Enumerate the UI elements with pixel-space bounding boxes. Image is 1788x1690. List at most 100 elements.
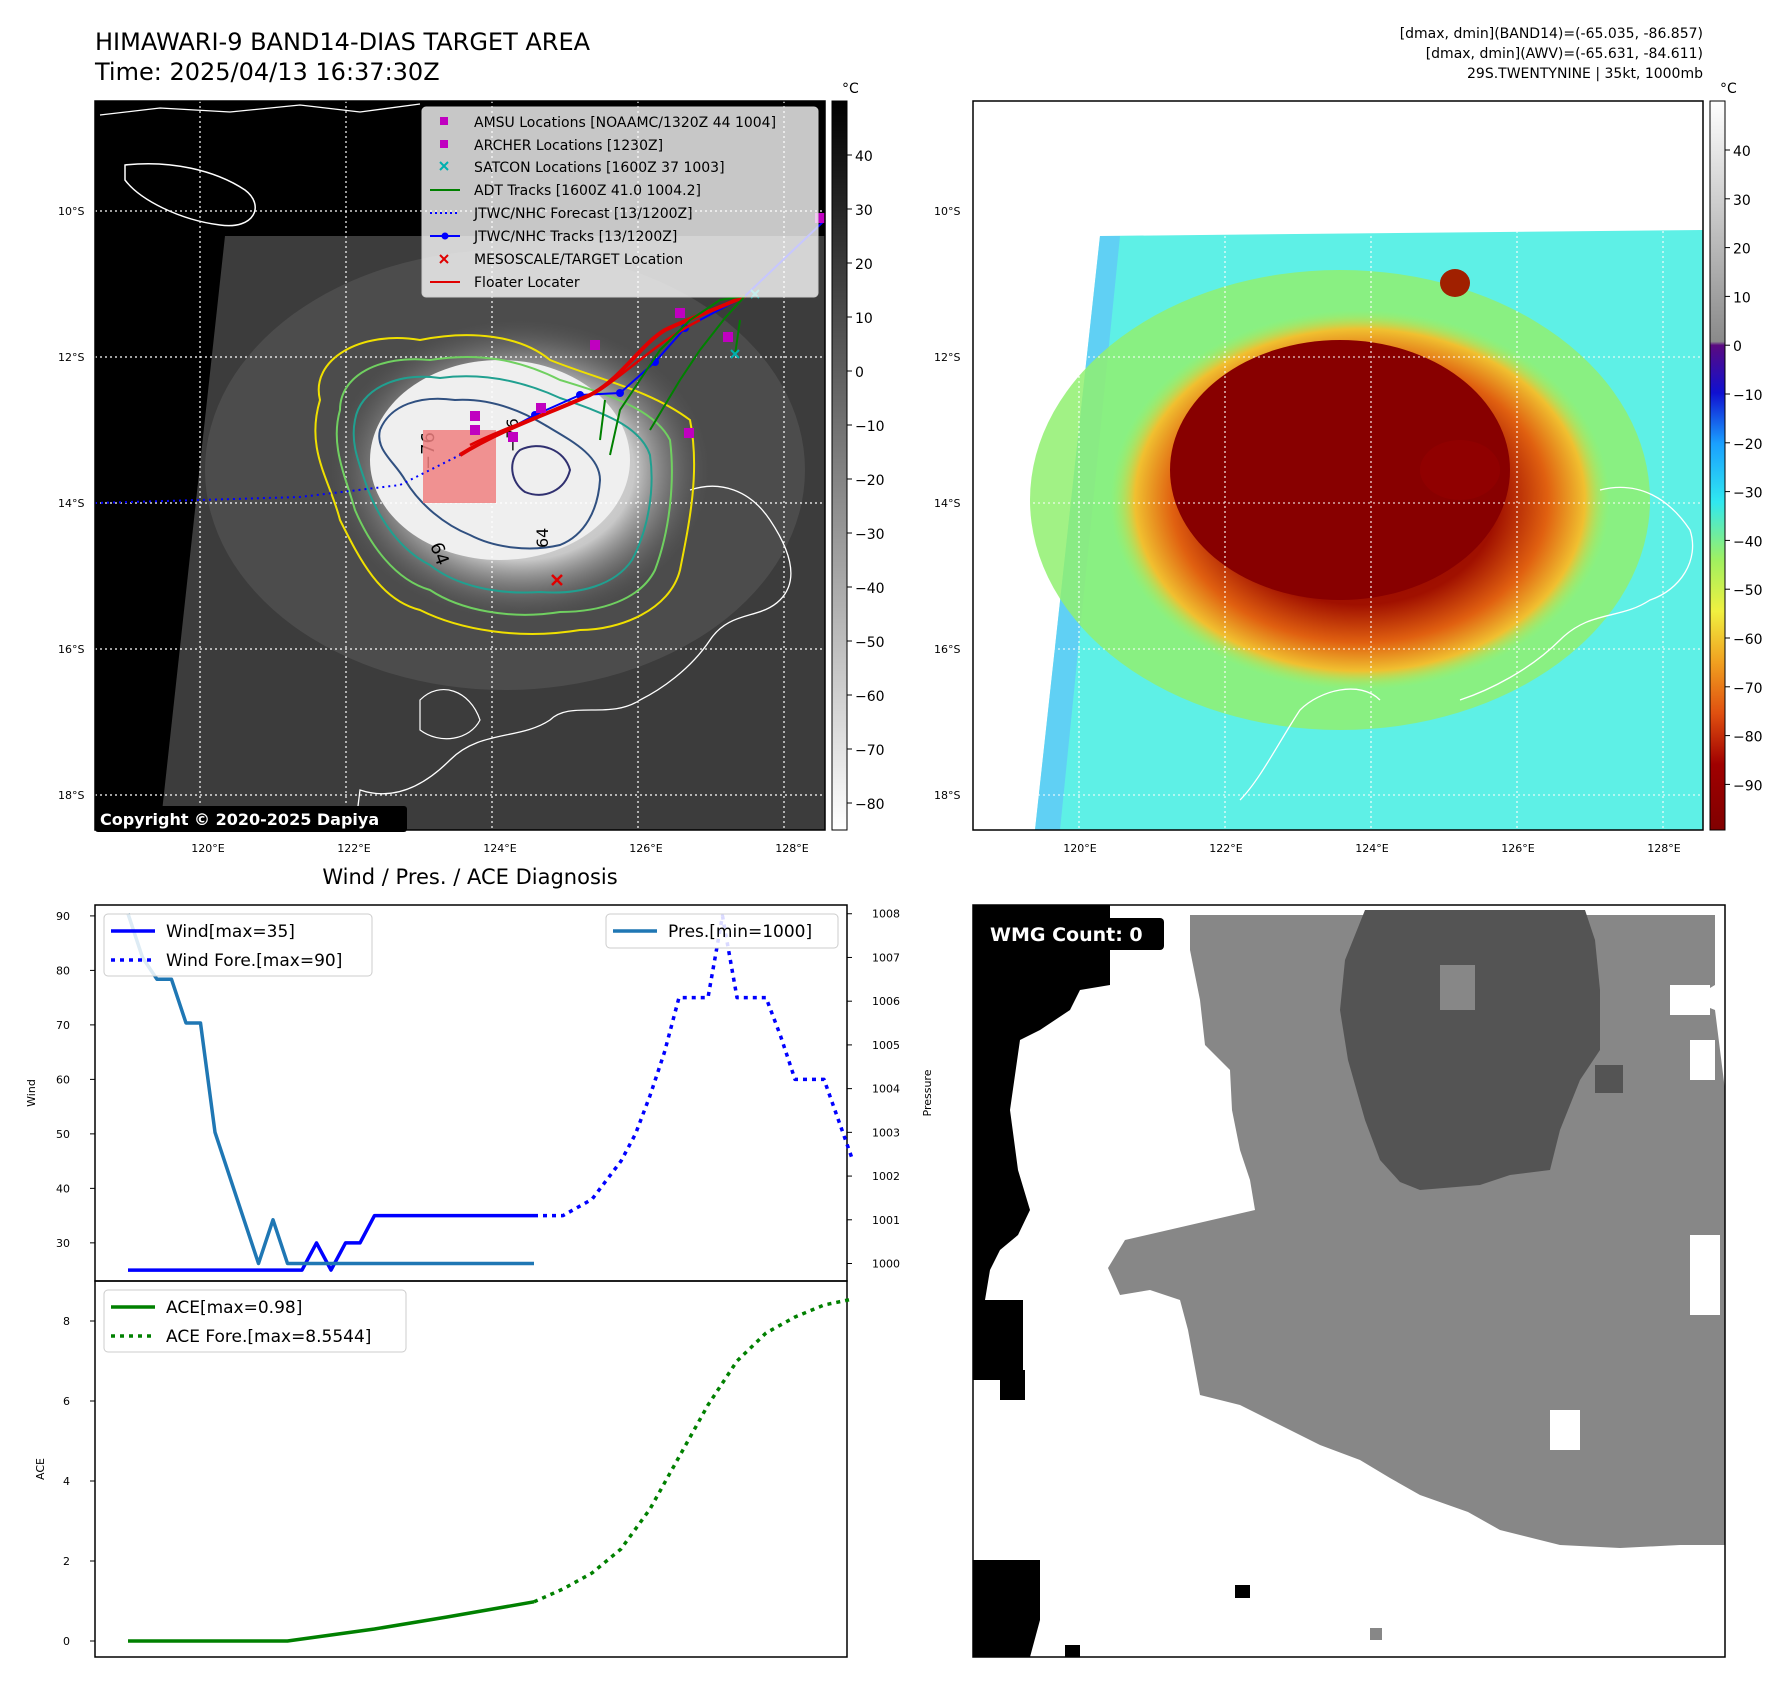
colorbar-tick: 10 bbox=[1733, 290, 1751, 306]
legend-marker bbox=[439, 254, 449, 264]
lat-tick: 14°S bbox=[934, 497, 960, 510]
legend-label: Floater Locater bbox=[474, 275, 580, 291]
ace-legend: ACE[max=0.98] ACE Fore.[max=8.5544] bbox=[103, 1289, 407, 1353]
lon-tick: 124°E bbox=[1355, 842, 1388, 855]
colorbar-unit: °C bbox=[1720, 81, 1737, 97]
tr-colorbar: °C 40 30 20 10 0 −10 −20 −30 −40 −50 −60 −70 −80 −90 bbox=[1709, 81, 1763, 831]
colorbar-tick: −30 bbox=[1733, 486, 1763, 502]
lon-tick: 120°E bbox=[1063, 842, 1096, 855]
colorbar-tick: 30 bbox=[855, 203, 873, 219]
bl-title: Wind / Pres. / ACE Diagnosis bbox=[322, 865, 617, 889]
y-tick-label: 0 bbox=[63, 1635, 70, 1648]
legend-label: Wind Fore.[max=90] bbox=[166, 951, 342, 971]
colorbar-tick: −80 bbox=[1733, 730, 1763, 746]
y-tick-label: 1007 bbox=[872, 951, 900, 964]
legend-label: ADT Tracks [1600Z 41.0 1004.2] bbox=[474, 183, 701, 199]
colorbar-tick: −10 bbox=[1733, 388, 1763, 404]
colorbar-tick: −20 bbox=[855, 473, 885, 489]
wind-y-ticks: 30 40 50 60 70 80 90 bbox=[56, 910, 95, 1250]
pressure-legend: Pres.[min=1000] bbox=[605, 913, 839, 949]
wmg-count-label: WMG Count: 0 bbox=[990, 924, 1143, 946]
tl-legend: AMSU Locations [NOAAMC/1320Z 44 1004] AR… bbox=[421, 106, 819, 298]
wmg-count-badge bbox=[982, 918, 1164, 950]
colorbar-tick: 30 bbox=[1733, 193, 1751, 209]
lon-tick: 120°E bbox=[191, 842, 224, 855]
legend-label: SATCON Locations [1600Z 37 1003] bbox=[474, 160, 725, 176]
y-tick-label: 1001 bbox=[872, 1214, 900, 1227]
y-tick-label: 1005 bbox=[872, 1039, 900, 1052]
series-line-ace bbox=[128, 1600, 535, 1643]
colorbar-tick: 0 bbox=[855, 365, 864, 381]
series-line-pressure bbox=[126, 913, 534, 1266]
legend-label: JTWC/NHC Tracks [13/1200Z] bbox=[473, 229, 677, 245]
legend-marker bbox=[440, 140, 448, 148]
y-tick-label: 1000 bbox=[872, 1258, 900, 1271]
y-tick-label: 70 bbox=[56, 1019, 70, 1032]
colorbar-tick: 10 bbox=[855, 311, 873, 327]
colorbar-tick: −50 bbox=[1733, 583, 1763, 599]
colorbar-tick: −70 bbox=[1733, 681, 1763, 697]
ace-ylabel: ACE bbox=[34, 1458, 47, 1480]
colorbar-tick: −80 bbox=[855, 797, 885, 813]
colorbar-tick: −50 bbox=[855, 635, 885, 651]
jtwc-forecast-track bbox=[94, 454, 461, 504]
series-line-wind bbox=[128, 1213, 534, 1272]
y-tick-label: 1002 bbox=[872, 1170, 900, 1183]
lon-tick: 126°E bbox=[629, 842, 662, 855]
colorbar-tick: 0 bbox=[1733, 339, 1742, 355]
colorbar-tick: −30 bbox=[855, 527, 885, 543]
y-tick-label: 2 bbox=[63, 1555, 70, 1568]
colorbar-unit: °C bbox=[842, 81, 859, 97]
mesoscale-target-marker bbox=[551, 574, 563, 586]
lon-tick: 122°E bbox=[1209, 842, 1242, 855]
wind-legend: Wind[max=35] Wind Fore.[max=90] bbox=[103, 913, 373, 977]
adt-track bbox=[599, 295, 746, 456]
pressure-ylabel: Pressure bbox=[921, 1069, 934, 1116]
copyright-badge bbox=[95, 806, 407, 832]
tr-header-line2: [dmax, dmin](AWV)=(-65.631, -84.611) bbox=[1426, 46, 1703, 62]
colorbar-tick: 40 bbox=[1733, 144, 1751, 160]
y-tick-label: 1008 bbox=[872, 908, 900, 921]
copyright-text: Copyright © 2020-2025 Dapiya bbox=[100, 810, 379, 829]
colorbar-tick: −70 bbox=[855, 743, 885, 759]
y-tick-label: 30 bbox=[56, 1237, 70, 1250]
colorbar-tick: −10 bbox=[855, 419, 885, 435]
wind-ylabel: Wind bbox=[25, 1079, 38, 1107]
y-tick-label: 1004 bbox=[872, 1083, 900, 1096]
tl-title-line2: Time: 2025/04/13 16:37:30Z bbox=[94, 58, 440, 86]
tr-header-line1: [dmax, dmin](BAND14)=(-65.035, -86.857) bbox=[1400, 26, 1703, 42]
legend-label: AMSU Locations [NOAAMC/1320Z 44 1004] bbox=[474, 115, 776, 131]
tr-lat-ticks: 10°S 12°S 14°S 16°S 18°S bbox=[934, 205, 960, 802]
legend-label: ACE[max=0.98] bbox=[166, 1298, 302, 1318]
y-tick-label: 6 bbox=[63, 1395, 70, 1408]
lat-tick: 12°S bbox=[934, 351, 960, 364]
amsu-archer-markers bbox=[470, 213, 825, 442]
y-tick-label: 4 bbox=[63, 1475, 70, 1488]
lat-tick: 18°S bbox=[934, 789, 960, 802]
tr-lon-ticks: 120°E 122°E 124°E 126°E 128°E bbox=[1063, 842, 1680, 855]
legend-label: ARCHER Locations [1230Z] bbox=[474, 138, 663, 154]
lon-tick: 126°E bbox=[1501, 842, 1534, 855]
legend-marker bbox=[439, 161, 449, 171]
lat-tick: 12°S bbox=[58, 351, 84, 364]
legend-label: JTWC/NHC Forecast [13/1200Z] bbox=[473, 206, 693, 222]
y-tick-label: 50 bbox=[56, 1128, 70, 1141]
y-tick-label: 1006 bbox=[872, 995, 900, 1008]
y-tick-label: 60 bbox=[56, 1073, 70, 1086]
ace-axes bbox=[94, 1280, 848, 1658]
lat-tick: 16°S bbox=[58, 643, 84, 656]
colorbar-tick: 20 bbox=[855, 257, 873, 273]
legend-label: ACE Fore.[max=8.5544] bbox=[166, 1327, 371, 1347]
diagnosis-series bbox=[126, 913, 855, 1643]
series-line-wind-forecast bbox=[534, 914, 855, 1218]
lat-tick: 18°S bbox=[58, 789, 84, 802]
satellite-map-awv bbox=[972, 100, 1704, 831]
y-tick-label: 80 bbox=[56, 964, 70, 977]
tl-lat-ticks: 10°S 12°S 14°S 16°S 18°S bbox=[58, 205, 84, 802]
y-tick-label: 90 bbox=[56, 910, 70, 923]
colorbar-tick: −60 bbox=[1733, 632, 1763, 648]
colorbar-tick: −40 bbox=[855, 581, 885, 597]
lon-tick: 128°E bbox=[775, 842, 808, 855]
legend-label: Wind[max=35] bbox=[166, 922, 295, 942]
